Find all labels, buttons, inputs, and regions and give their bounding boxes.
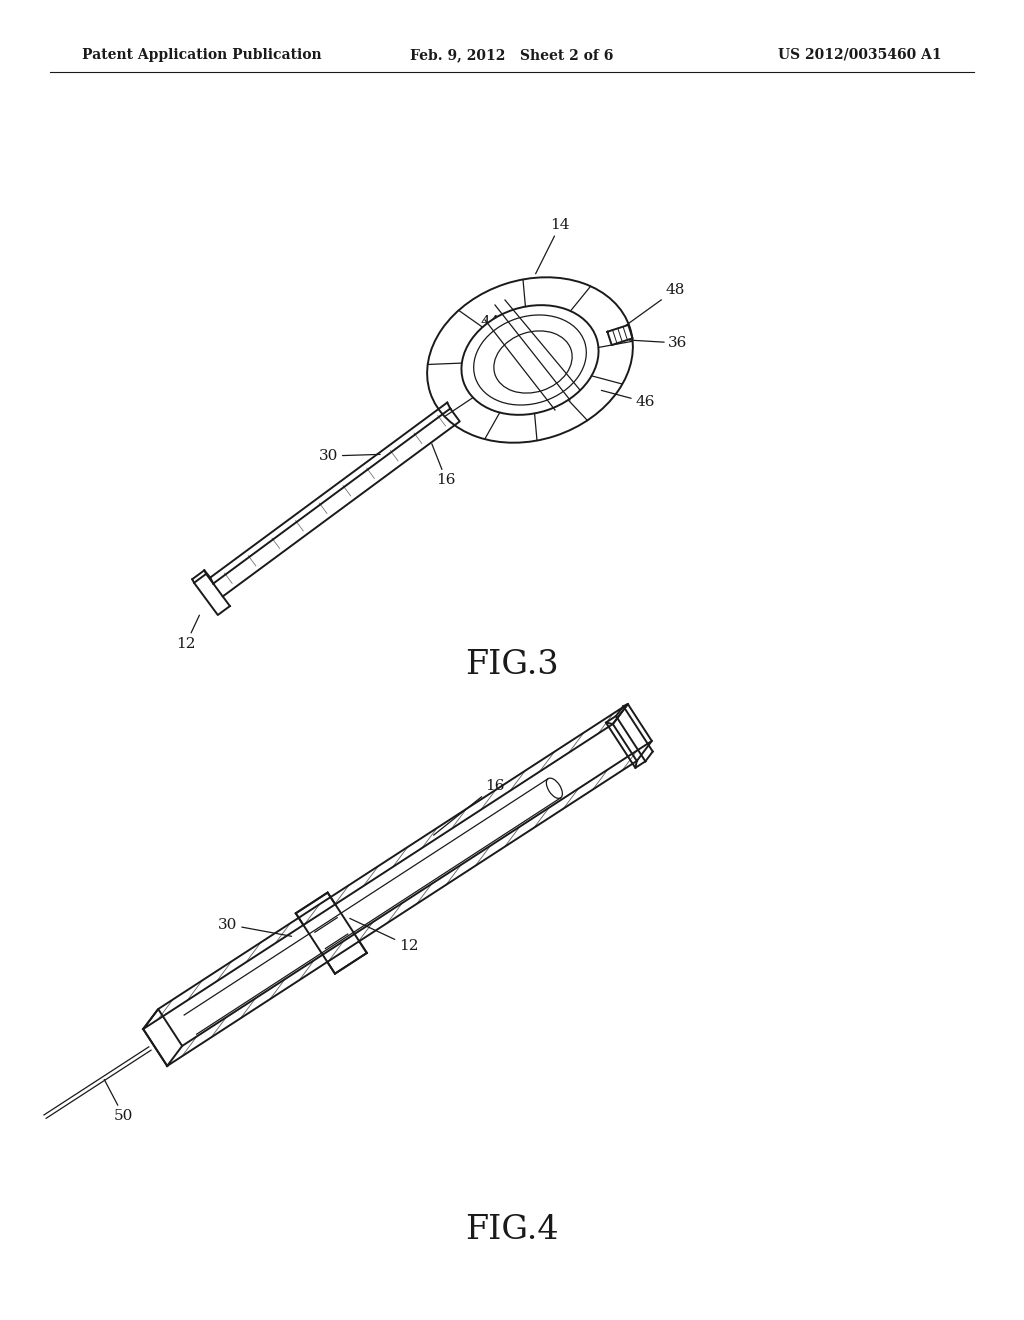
Text: 30: 30 — [218, 917, 292, 936]
Text: 14: 14 — [536, 218, 569, 273]
Text: 16: 16 — [432, 444, 456, 487]
Polygon shape — [143, 725, 637, 1067]
Text: 12: 12 — [350, 919, 418, 953]
Text: 44: 44 — [480, 315, 514, 348]
Text: 46: 46 — [601, 391, 654, 409]
Text: 16: 16 — [433, 779, 505, 836]
Text: 12: 12 — [176, 615, 200, 651]
Polygon shape — [143, 704, 628, 1030]
Text: US 2012/0035460 A1: US 2012/0035460 A1 — [778, 48, 942, 62]
Text: 48: 48 — [626, 282, 685, 325]
Text: FIG.4: FIG.4 — [465, 1214, 559, 1246]
Text: 36: 36 — [630, 337, 688, 350]
Ellipse shape — [427, 277, 633, 442]
Text: 30: 30 — [318, 449, 380, 463]
Text: Patent Application Publication: Patent Application Publication — [82, 48, 322, 62]
Ellipse shape — [462, 305, 599, 414]
Text: 50: 50 — [104, 1080, 133, 1123]
Text: FIG.3: FIG.3 — [465, 649, 559, 681]
Text: Feb. 9, 2012   Sheet 2 of 6: Feb. 9, 2012 Sheet 2 of 6 — [411, 48, 613, 62]
